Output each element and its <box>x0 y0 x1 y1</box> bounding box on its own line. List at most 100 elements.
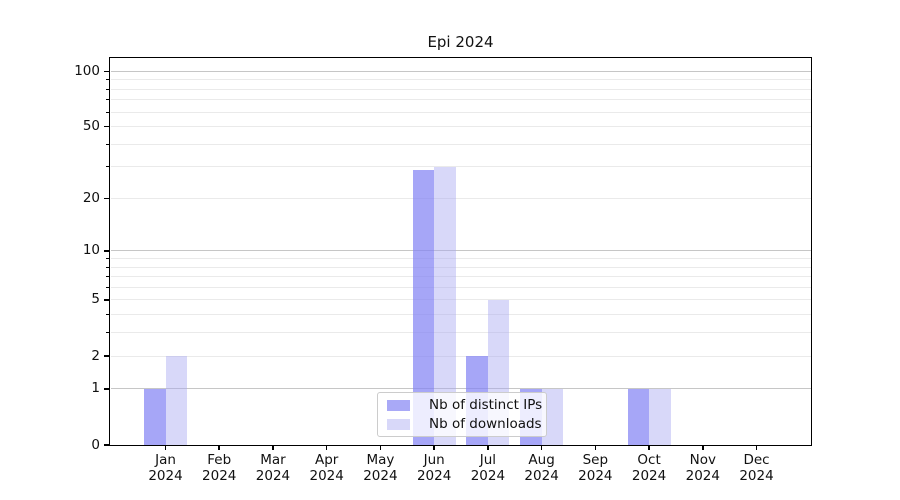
y-axis-tick <box>104 197 110 200</box>
x-tick-label-dec: Dec 2024 <box>729 452 785 484</box>
x-tick-year: 2024 <box>524 468 559 484</box>
minor-gridline <box>110 88 811 90</box>
x-tick-year: 2024 <box>470 468 506 484</box>
x-axis-tick <box>648 446 650 450</box>
x-axis-tick <box>487 446 489 450</box>
y-axis-tick <box>104 250 110 252</box>
x-axis-tick <box>594 446 597 450</box>
x-tick-month: May <box>366 452 395 468</box>
x-tick-label-feb: Feb 2024 <box>191 452 247 484</box>
x-tick-year: 2024 <box>309 468 344 484</box>
y-axis-tick <box>104 388 110 390</box>
bar-oct-nb-of-distinct-ips <box>627 388 650 445</box>
bar-oct-nb-of-downloads <box>649 388 671 445</box>
x-axis-tick <box>218 446 220 450</box>
x-tick-year: 2024 <box>739 468 774 484</box>
minor-gridline <box>110 266 811 268</box>
legend-swatch-distinct-ips <box>387 399 410 411</box>
y-tick-label-20: 20 <box>82 189 100 206</box>
y-tick-label-2: 2 <box>91 347 100 364</box>
major-gridline <box>110 250 811 252</box>
legend-swatch-downloads <box>387 418 410 430</box>
y-tick-label-100: 100 <box>74 62 100 79</box>
x-tick-month: Nov <box>689 452 716 468</box>
bar-jun-nb-of-downloads <box>434 166 456 445</box>
x-tick-month: Jul <box>479 452 497 468</box>
x-tick-year: 2024 <box>363 468 398 484</box>
y-axis-minor-tick <box>106 314 109 316</box>
y-axis-tick <box>104 355 110 357</box>
minor-gridline <box>110 126 811 128</box>
x-tick-month: Apr <box>315 452 339 468</box>
y-axis-tick <box>104 299 110 301</box>
minor-gridline <box>110 314 811 316</box>
minor-gridline <box>110 286 811 288</box>
y-tick-label-0: 0 <box>91 436 100 453</box>
x-axis-tick <box>325 446 328 450</box>
x-tick-month: Dec <box>743 452 770 468</box>
x-tick-month: Jan <box>155 452 176 468</box>
minor-gridline <box>110 332 811 334</box>
minor-gridline <box>110 79 811 81</box>
x-tick-year: 2024 <box>685 468 720 484</box>
minor-gridline <box>110 299 811 301</box>
x-axis-tick <box>272 446 274 450</box>
y-axis-minor-tick <box>106 79 109 81</box>
x-axis-tick <box>755 446 758 450</box>
y-axis-minor-tick <box>106 286 109 288</box>
x-axis-tick <box>379 446 382 450</box>
x-tick-year: 2024 <box>202 468 237 484</box>
x-tick-label-aug: Aug 2024 <box>514 452 570 484</box>
x-tick-year: 2024 <box>578 468 613 484</box>
y-tick-label-5: 5 <box>91 291 100 308</box>
x-axis-tick <box>433 446 435 450</box>
minor-gridline <box>110 276 811 278</box>
y-axis-minor-tick <box>106 88 109 90</box>
minor-gridline <box>110 166 811 168</box>
y-axis-minor-tick <box>106 266 109 268</box>
minor-gridline <box>110 258 811 260</box>
y-axis-minor-tick <box>106 111 109 113</box>
y-tick-label-50: 50 <box>82 118 100 135</box>
x-tick-label-nov: Nov 2024 <box>675 452 731 484</box>
x-tick-label-jul: Jul 2024 <box>460 452 516 484</box>
x-tick-month: Aug <box>528 452 555 468</box>
x-tick-label-sep: Sep 2024 <box>567 452 623 484</box>
x-tick-month: Feb <box>207 452 232 468</box>
legend-label-distinct-ips: Nb of distinct IPs <box>429 397 543 413</box>
chart-title: Epi 2024 <box>427 33 494 51</box>
minor-gridline <box>110 355 811 357</box>
legend-item-distinct-ips: Nb of distinct IPs <box>387 398 542 412</box>
legend-label-downloads: Nb of downloads <box>429 416 542 432</box>
legend: Nb of distinct IPs Nb of downloads <box>377 392 547 437</box>
y-axis-tick <box>104 125 110 128</box>
y-axis-tick <box>104 70 110 73</box>
y-tick-label-10: 10 <box>82 242 100 259</box>
x-tick-month: Jun <box>423 452 445 468</box>
x-tick-label-may: May 2024 <box>352 452 408 484</box>
major-gridline <box>110 388 811 390</box>
x-axis-tick <box>702 446 704 450</box>
y-axis-minor-tick <box>106 99 109 101</box>
x-tick-year: 2024 <box>148 468 183 484</box>
x-tick-label-oct: Oct 2024 <box>621 452 677 484</box>
x-tick-month: Oct <box>637 452 661 468</box>
minor-gridline <box>110 197 811 199</box>
x-tick-month: Sep <box>582 452 609 468</box>
major-gridline <box>110 70 811 72</box>
minor-gridline <box>110 99 811 101</box>
x-axis-tick <box>164 446 167 450</box>
legend-item-downloads: Nb of downloads <box>387 417 542 431</box>
minor-gridline <box>110 111 811 113</box>
bar-jan-nb-of-distinct-ips <box>144 388 166 445</box>
x-tick-year: 2024 <box>255 468 291 484</box>
x-tick-year: 2024 <box>631 468 667 484</box>
x-tick-label-jun: Jun 2024 <box>406 452 462 484</box>
y-axis-minor-tick <box>106 258 109 260</box>
x-tick-label-apr: Apr 2024 <box>299 452 355 484</box>
bar-jun-nb-of-distinct-ips <box>412 169 435 445</box>
x-tick-label-mar: Mar 2024 <box>245 452 301 484</box>
x-axis-tick <box>540 446 543 450</box>
x-tick-month: Mar <box>260 452 286 468</box>
